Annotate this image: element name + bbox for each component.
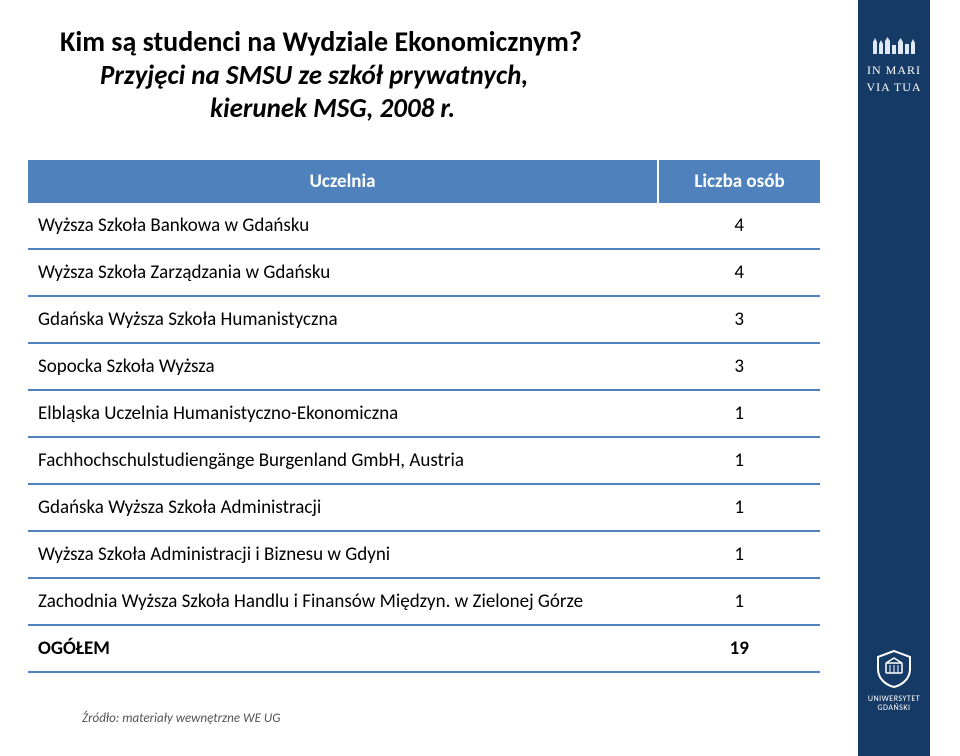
cell-name: Wyższa Szkoła Administracji i Biznesu w … xyxy=(28,531,658,578)
cell-name: Sopocka Szkoła Wyższa xyxy=(28,343,658,390)
cell-count: 4 xyxy=(658,249,820,296)
cell-name: Zachodnia Wyższa Szkoła Handlu i Finansó… xyxy=(28,578,658,625)
cell-count: 1 xyxy=(658,437,820,484)
cell-name: Gdańska Wyższa Szkoła Humanistyczna xyxy=(28,296,658,343)
cell-name: Wyższa Szkoła Bankowa w Gdańsku xyxy=(28,203,658,249)
col-header-uczelnia: Uczelnia xyxy=(28,160,658,203)
cell-count: 4 xyxy=(658,203,820,249)
heading-line3: kierunek MSG, 2008 r. xyxy=(210,92,800,125)
cell-name: Elbląska Uczelnia Humanistyczno-Ekonomic… xyxy=(28,390,658,437)
cell-name: Wyższa Szkoła Zarządzania w Gdańsku xyxy=(28,249,658,296)
university-name: UNIWERSYTET GDAŃSKI xyxy=(868,695,920,714)
university-name-line2: GDAŃSKI xyxy=(868,704,920,714)
cell-count: 1 xyxy=(658,531,820,578)
table-header-row: Uczelnia Liczba osób xyxy=(28,160,820,203)
table-row: Zachodnia Wyższa Szkoła Handlu i Finansó… xyxy=(28,578,820,625)
motto-block: IN MARI VIA TUA xyxy=(866,36,922,95)
heading-line1: Kim są studenci na Wydziale Ekonomicznym… xyxy=(60,24,800,59)
table-row: Wyższa Szkoła Administracji i Biznesu w … xyxy=(28,531,820,578)
cell-name: Gdańska Wyższa Szkoła Administracji xyxy=(28,484,658,531)
heading-line2: Przyjęci na SMSU ze szkół prywatnych, xyxy=(100,59,800,92)
cell-count: 3 xyxy=(658,296,820,343)
table-row: Wyższa Szkoła Zarządzania w Gdańsku 4 xyxy=(28,249,820,296)
table-total-row: OGÓŁEM 19 xyxy=(28,625,820,672)
cell-count: 1 xyxy=(658,390,820,437)
table-row: Fachhochschulstudiengänge Burgenland Gmb… xyxy=(28,437,820,484)
cell-name: Fachhochschulstudiengänge Burgenland Gmb… xyxy=(28,437,658,484)
data-table: Uczelnia Liczba osób Wyższa Szkoła Banko… xyxy=(28,160,820,673)
table-row: Elbląska Uczelnia Humanistyczno-Ekonomic… xyxy=(28,390,820,437)
total-value: 19 xyxy=(658,625,820,672)
slide-heading: Kim są studenci na Wydziale Ekonomicznym… xyxy=(60,24,800,125)
cell-count: 1 xyxy=(658,578,820,625)
motto-line1: IN MARI xyxy=(867,63,921,78)
table-row: Gdańska Wyższa Szkoła Administracji 1 xyxy=(28,484,820,531)
cell-count: 3 xyxy=(658,343,820,390)
university-logo: UNIWERSYTET GDAŃSKI xyxy=(858,649,930,714)
city-silhouette-icon xyxy=(871,36,917,59)
table-row: Gdańska Wyższa Szkoła Humanistyczna 3 xyxy=(28,296,820,343)
brand-stripe xyxy=(858,0,930,756)
col-header-liczba: Liczba osób xyxy=(658,160,820,203)
cell-count: 1 xyxy=(658,484,820,531)
total-label: OGÓŁEM xyxy=(28,625,658,672)
table-row: Wyższa Szkoła Bankowa w Gdańsku 4 xyxy=(28,203,820,249)
shield-icon xyxy=(874,649,914,689)
table-row: Sopocka Szkoła Wyższa 3 xyxy=(28,343,820,390)
source-note: Źródło: materiały wewnętrzne WE UG xyxy=(82,711,280,726)
motto-line2: VIA TUA xyxy=(866,80,921,95)
slide: IN MARI VIA TUA UNIWERSYTET GDAŃSKI Kim … xyxy=(0,0,960,756)
